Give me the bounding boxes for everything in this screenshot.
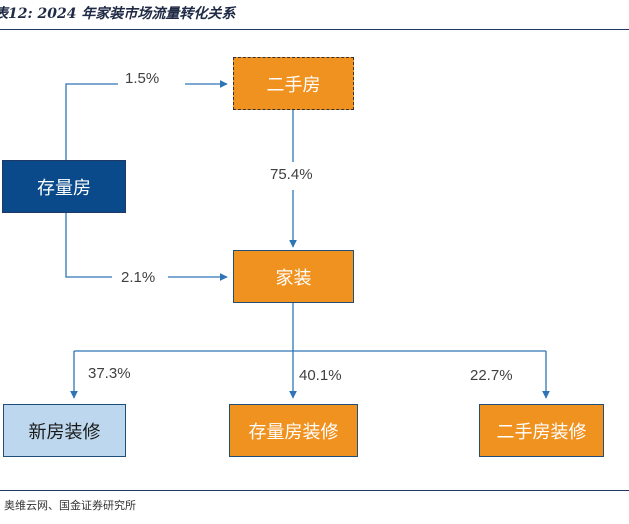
flow-label-decor-to-new: 37.3% (88, 365, 131, 382)
source-rule (0, 490, 629, 491)
title-rule (0, 29, 629, 30)
flow-label-second-hand-to-decor: 75.4% (270, 166, 313, 183)
node-stock-house: 存量房 (2, 160, 126, 213)
node-second-hand-decoration: 二手房装修 (479, 404, 604, 457)
node-second-hand-house: 二手房 (233, 57, 354, 110)
connector-stock-to-second-hand (65, 83, 118, 160)
figure-title: 表12: 2024 年家装市场流量转化关系 (0, 6, 236, 22)
node-home-decoration: 家装 (233, 250, 354, 303)
flow-label-stock-to-decor: 2.1% (121, 269, 156, 286)
source-note: 奥维云网、国金证券研究所 (4, 499, 136, 512)
node-new-house-decoration: 新房装修 (3, 404, 126, 457)
flow-label-decor-to-second: 22.7% (470, 367, 513, 384)
flow-label-decor-to-stock: 40.1% (299, 367, 342, 384)
node-stock-house-decoration: 存量房装修 (229, 404, 358, 457)
flow-label-stock-to-second-hand: 1.5% (125, 70, 160, 87)
connector-stock-to-decor (65, 213, 112, 278)
